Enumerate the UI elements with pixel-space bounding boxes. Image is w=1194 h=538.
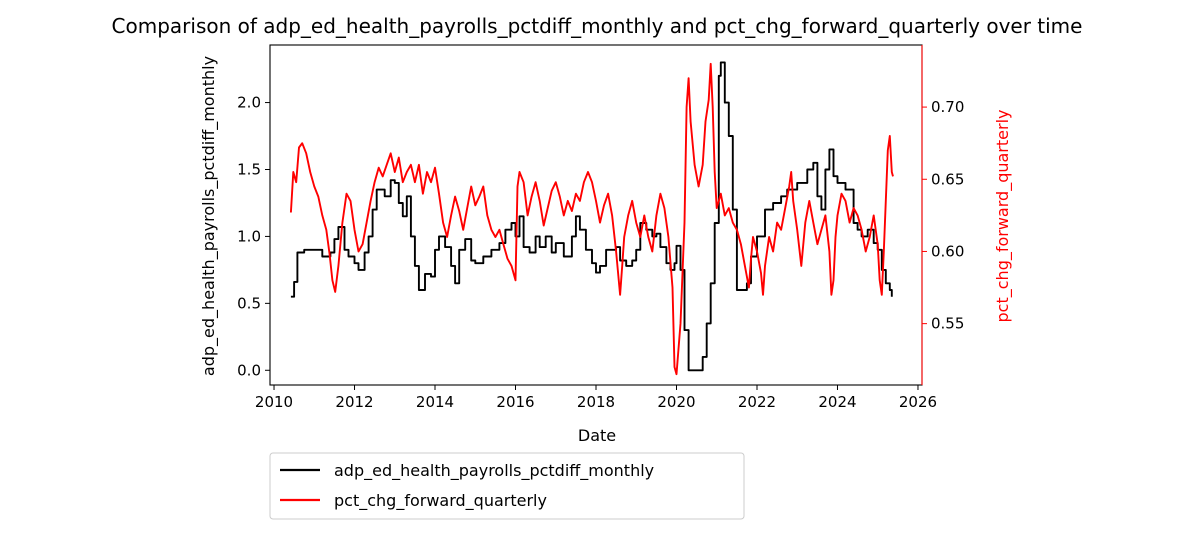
x-tick-label: 2018: [577, 393, 615, 411]
left-y-axis-ticks: 0.0 0.5 1.0 1.5 2.0: [237, 94, 270, 379]
right-y-tick-label: 0.60: [931, 242, 964, 260]
x-tick-label: 2020: [657, 393, 695, 411]
legend-box: [269, 452, 745, 520]
x-tick-label: 2014: [416, 393, 454, 411]
series-line-0: [290, 61, 893, 372]
x-tick-label: 2022: [738, 393, 776, 411]
x-axis-label: Date: [578, 426, 616, 445]
right-y-axis-label: pct_chg_forward_quarterly: [993, 110, 1013, 323]
left-y-axis-label: adp_ed_health_payrolls_pctdiff_monthly: [199, 56, 219, 376]
left-y-tick-label: 2.0: [237, 94, 261, 112]
legend-label-adp: adp_ed_health_payrolls_pctdiff_monthly: [334, 461, 654, 481]
series-layer: [289, 61, 894, 376]
left-y-tick-label: 1.5: [237, 160, 261, 178]
left-y-tick-label: 0.0: [237, 361, 261, 379]
left-y-tick-label: 0.5: [237, 294, 261, 312]
x-tick-label: 2016: [496, 393, 534, 411]
legend-label-pct-chg: pct_chg_forward_quarterly: [334, 491, 547, 511]
left-y-tick-label: 1.0: [237, 227, 261, 245]
right-y-tick-label: 0.65: [931, 170, 964, 188]
right-y-tick-label: 0.55: [931, 315, 964, 333]
x-tick-label: 2012: [335, 393, 373, 411]
right-y-tick-label: 0.70: [931, 98, 964, 116]
legend: adp_ed_health_payrolls_pctdiff_monthly p…: [269, 452, 745, 520]
x-tick-label: 2026: [899, 393, 937, 411]
right-y-axis-ticks: 0.55 0.60 0.65 0.70: [922, 98, 964, 333]
chart-title: Comparison of adp_ed_health_payrolls_pct…: [112, 14, 1083, 38]
series-line-1: [289, 62, 894, 376]
x-tick-label: 2010: [255, 393, 293, 411]
x-axis-ticks: 2010 2012 2014 2016 2018 2020 2022 2024 2026: [255, 385, 937, 411]
x-tick-label: 2024: [818, 393, 856, 411]
